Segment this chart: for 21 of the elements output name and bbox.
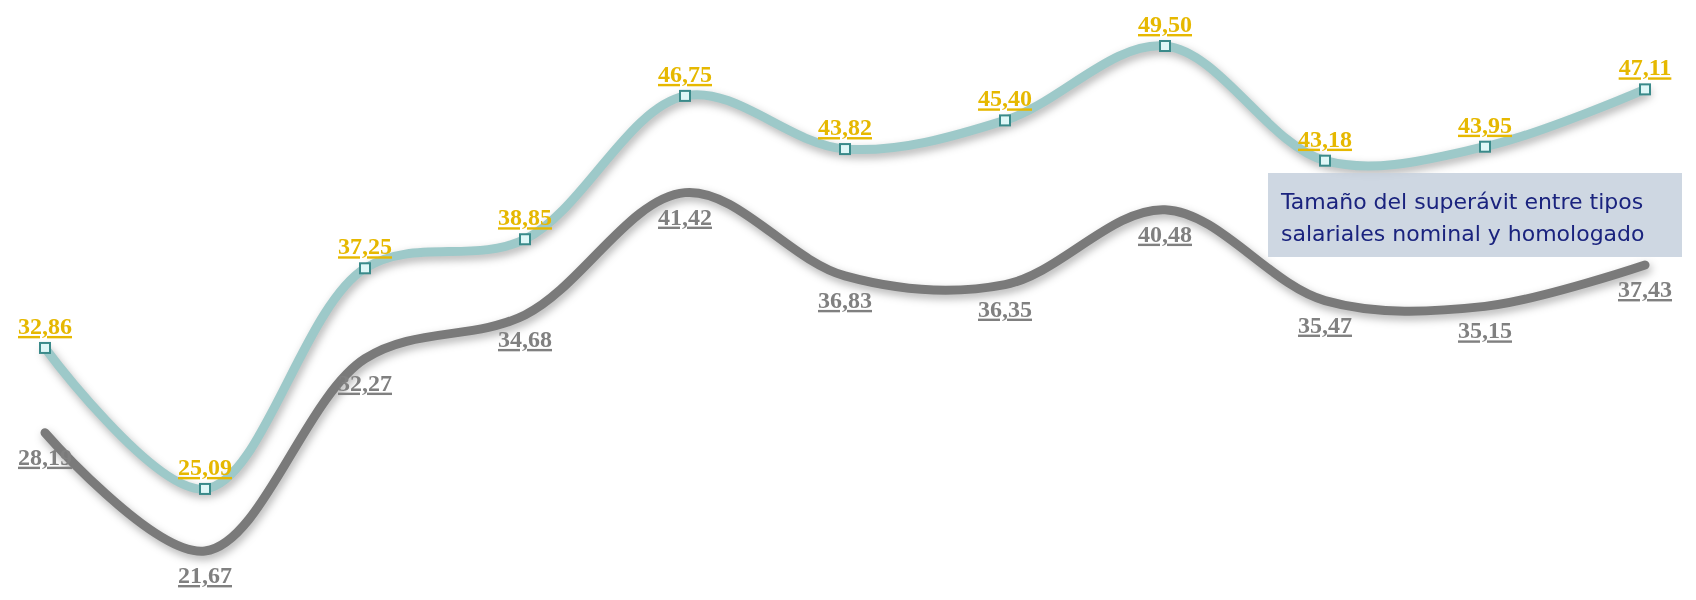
data-label: 35,47	[1298, 311, 1352, 338]
data-label: 36,83	[818, 286, 872, 313]
annotation: Tamaño del superávit entre tipos salariales nominal y homologado	[1280, 189, 1645, 246]
data-label: 43,95	[1458, 111, 1512, 138]
data-label: 37,25	[338, 233, 392, 260]
data-label: 43,18	[1298, 125, 1352, 152]
data-label: 40,48	[1138, 220, 1192, 247]
data-label: 45,40	[978, 85, 1032, 112]
data-label: 34,68	[498, 325, 552, 352]
data-label: 37,43	[1618, 276, 1672, 303]
data-label: 35,15	[1458, 317, 1512, 344]
data-label: 49,50	[1138, 11, 1192, 37]
data-label: 36,35	[978, 295, 1032, 322]
data-label: 38,85	[498, 204, 552, 231]
data-label: 25,09	[178, 453, 232, 480]
data-label: 43,82	[818, 114, 872, 141]
data-label: 47,11	[1618, 54, 1672, 81]
data-label: 41,42	[658, 203, 712, 230]
data-label: 32,86	[18, 312, 72, 339]
data-label: 46,75	[658, 60, 712, 87]
data-label: 21,67	[178, 562, 232, 588]
